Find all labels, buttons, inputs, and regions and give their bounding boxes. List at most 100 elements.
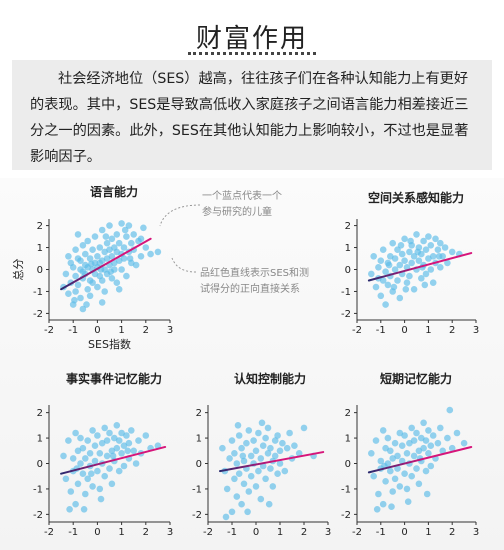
data-point bbox=[135, 437, 142, 444]
data-point bbox=[264, 424, 272, 432]
data-point bbox=[147, 250, 154, 258]
x-tick-label: 2 bbox=[143, 527, 149, 538]
chart-panel-4: 认知控制能力 -2 -1 0 1 2 3 2 1 0 -1 -2 bbox=[192, 371, 331, 538]
data-point bbox=[113, 279, 121, 287]
panel-title: 短期记忆能力 bbox=[380, 371, 452, 386]
data-point bbox=[274, 470, 281, 478]
annotation-connector-dots bbox=[159, 204, 201, 227]
x-tick-label: -1 bbox=[68, 325, 78, 336]
data-point bbox=[72, 272, 79, 280]
y-tick-label: -1 bbox=[33, 287, 43, 298]
data-point bbox=[276, 447, 284, 455]
title-underline bbox=[188, 52, 316, 55]
data-point bbox=[96, 244, 104, 251]
data-point bbox=[397, 242, 405, 249]
data-point bbox=[65, 437, 72, 444]
y-tick-label: -1 bbox=[33, 484, 43, 495]
data-point bbox=[388, 503, 395, 511]
data-point bbox=[377, 292, 385, 300]
fit-line bbox=[367, 445, 473, 474]
data-point bbox=[372, 283, 380, 291]
data-point bbox=[231, 450, 238, 457]
data-point bbox=[379, 500, 387, 508]
data-point bbox=[228, 508, 236, 516]
y-tick-label: 1 bbox=[345, 243, 351, 254]
data-point bbox=[108, 447, 116, 455]
data-point bbox=[406, 272, 413, 280]
data-point bbox=[257, 495, 265, 503]
data-point bbox=[257, 455, 265, 462]
data-point bbox=[74, 281, 82, 289]
data-point bbox=[223, 485, 231, 493]
x-tick-label: -1 bbox=[68, 527, 78, 538]
data-point bbox=[118, 266, 125, 273]
data-point bbox=[410, 252, 418, 260]
x-tick-label: -2 bbox=[352, 325, 362, 336]
x-tick-label: 0 bbox=[401, 527, 407, 538]
data-point bbox=[250, 437, 257, 444]
data-point bbox=[382, 268, 389, 276]
x-tick-label: 0 bbox=[401, 325, 407, 336]
annotation-connector-line bbox=[171, 257, 197, 273]
data-point bbox=[437, 264, 444, 271]
data-point bbox=[103, 437, 111, 444]
intro-box: 社会经济地位（SES）越高，往往孩子们在各种认知能力上有更好的表现。其中，SES… bbox=[12, 60, 492, 170]
data-point bbox=[267, 465, 274, 472]
data-point bbox=[291, 442, 298, 450]
data-point bbox=[439, 447, 447, 455]
data-point bbox=[281, 467, 289, 475]
x-axis-label: SES指数 bbox=[88, 337, 131, 351]
data-point bbox=[154, 442, 162, 450]
y-tick-label: -2 bbox=[33, 510, 43, 521]
data-point bbox=[394, 246, 401, 253]
data-point bbox=[84, 237, 91, 245]
data-point bbox=[385, 261, 393, 269]
data-point bbox=[255, 467, 262, 475]
data-point bbox=[434, 439, 442, 447]
data-point bbox=[300, 424, 308, 432]
data-point bbox=[79, 444, 87, 452]
data-point bbox=[391, 439, 399, 447]
chart-panel-5: 短期记忆能力 -2 -1 0 1 2 3 2 1 0 -1 -2 bbox=[341, 371, 479, 538]
data-point bbox=[124, 447, 131, 455]
data-point bbox=[84, 437, 91, 444]
data-point bbox=[142, 432, 150, 439]
y-tick-label: 0 bbox=[37, 265, 43, 276]
data-point bbox=[108, 252, 116, 260]
data-point bbox=[113, 422, 121, 429]
x-tick-label: 3 bbox=[473, 325, 479, 336]
data-point bbox=[429, 432, 437, 439]
data-point bbox=[106, 465, 113, 472]
data-point bbox=[435, 252, 443, 260]
data-point bbox=[391, 475, 399, 483]
data-point bbox=[222, 513, 230, 521]
data-point bbox=[77, 257, 84, 265]
data-point bbox=[69, 264, 77, 271]
data-point bbox=[382, 301, 389, 308]
data-point bbox=[234, 422, 242, 429]
data-point bbox=[115, 286, 123, 293]
data-point bbox=[132, 460, 140, 467]
data-point bbox=[384, 434, 392, 442]
data-point bbox=[108, 275, 116, 282]
data-point bbox=[402, 286, 410, 293]
data-point bbox=[108, 480, 116, 488]
data-point bbox=[120, 244, 128, 251]
data-point bbox=[373, 506, 381, 513]
data-point bbox=[115, 467, 123, 475]
data-point bbox=[86, 255, 94, 262]
data-point bbox=[398, 442, 406, 450]
data-point bbox=[91, 457, 99, 465]
data-point bbox=[418, 275, 425, 282]
data-point bbox=[244, 508, 251, 516]
data-point bbox=[121, 226, 129, 234]
data-point bbox=[408, 472, 416, 480]
data-point bbox=[387, 467, 394, 475]
data-point bbox=[269, 483, 277, 490]
data-point bbox=[77, 434, 84, 442]
data-point bbox=[377, 457, 385, 465]
x-tick-label: 3 bbox=[167, 325, 173, 336]
data-point bbox=[276, 460, 284, 467]
x-tick-label: 3 bbox=[325, 527, 331, 538]
x-tick-label: 1 bbox=[118, 325, 124, 336]
